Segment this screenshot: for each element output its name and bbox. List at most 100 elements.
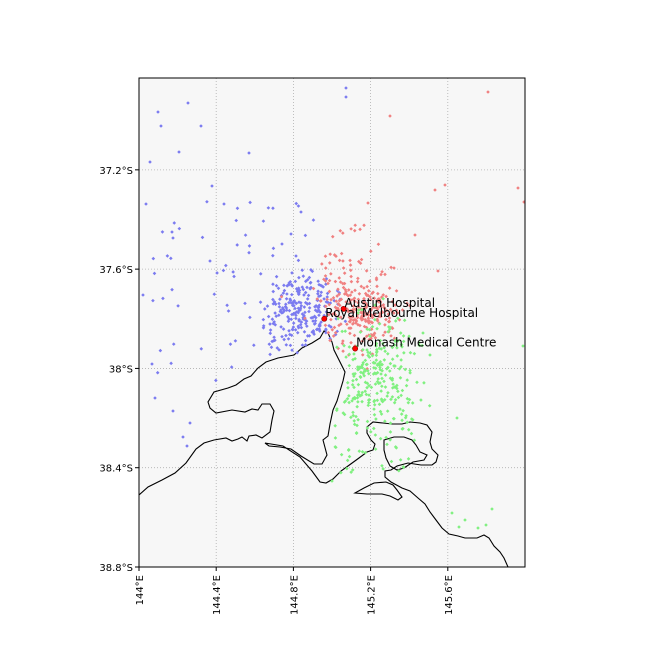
patient-point [399, 412, 404, 416]
patient-point [383, 373, 388, 377]
patient-point [347, 319, 352, 324]
patient-point [235, 206, 240, 211]
patient-point [380, 269, 384, 274]
patient-point [301, 274, 306, 278]
patient-point [397, 468, 401, 473]
patient-point [367, 355, 372, 359]
patient-point [171, 236, 175, 240]
patient-point [372, 407, 376, 411]
patient-point [171, 409, 175, 413]
patient-point [215, 271, 219, 275]
patient-point [278, 297, 282, 302]
patient-point [281, 327, 286, 331]
patient-point [319, 290, 324, 295]
patient-point [185, 444, 189, 448]
patient-point [303, 233, 308, 238]
patient-point [365, 419, 370, 424]
patient-point [369, 385, 374, 390]
patient-point [313, 304, 317, 309]
patient-point [248, 315, 252, 320]
patient-point [364, 392, 369, 397]
patient-point [407, 303, 412, 308]
patient-point [326, 330, 331, 335]
y-tick-label: 38.8°S [99, 563, 133, 574]
patient-point [408, 371, 412, 375]
patient-point [372, 296, 377, 301]
patient-point [378, 381, 382, 385]
patient-point [396, 316, 400, 321]
patient-point [356, 297, 361, 302]
patient-point [169, 361, 173, 366]
patient-point [366, 316, 371, 321]
patient-point [283, 302, 288, 307]
patient-point [413, 233, 417, 237]
patient-point [296, 310, 301, 315]
patient-point [336, 301, 341, 306]
patient-point [332, 253, 337, 257]
patient-point [345, 322, 349, 327]
patient-point [271, 297, 275, 302]
patient-point [317, 329, 322, 333]
patient-point [172, 221, 177, 225]
patient-point [374, 353, 379, 358]
patient-point [347, 345, 352, 349]
patient-point [358, 323, 362, 328]
patient-point [378, 367, 383, 372]
patient-point [356, 367, 361, 371]
patient-point [266, 314, 271, 319]
patient-point [361, 347, 365, 352]
patient-point [406, 457, 411, 461]
patient-point [342, 292, 347, 296]
patient-point [271, 206, 275, 211]
patient-point [261, 219, 266, 223]
map-background [139, 78, 525, 567]
patient-point [323, 274, 328, 278]
patient-point [274, 314, 279, 319]
patient-point [327, 289, 332, 294]
patient-point [383, 385, 388, 389]
patient-point [337, 292, 341, 297]
patient-point [273, 311, 277, 315]
patient-point [331, 334, 336, 338]
patient-point [360, 307, 364, 312]
patient-point [311, 218, 316, 222]
patient-point [352, 385, 356, 390]
patient-point [361, 307, 366, 312]
patient-point [373, 305, 377, 310]
x-tick-label: 144°E [135, 575, 146, 605]
patient-point [300, 285, 305, 289]
patient-point [309, 316, 314, 320]
patient-point [296, 204, 301, 208]
patient-point [304, 319, 309, 323]
patient-point [359, 370, 363, 375]
patient-point [151, 298, 155, 303]
x-tick-label: 145.6°E [444, 575, 455, 615]
patient-point [392, 416, 396, 421]
patient-point [306, 293, 311, 298]
patient-point [335, 307, 339, 311]
patient-point [405, 420, 410, 425]
patient-point [365, 385, 369, 390]
patient-point [199, 347, 204, 351]
patient-point [375, 398, 380, 403]
patient-point [247, 250, 251, 255]
patient-point [181, 435, 185, 439]
patient-point [327, 302, 332, 307]
patient-point [336, 287, 340, 292]
patient-point [328, 336, 332, 341]
patient-point [366, 201, 370, 205]
patient-point [270, 317, 275, 322]
patient-point [368, 351, 372, 355]
patient-point [386, 325, 391, 329]
patient-point [382, 397, 387, 402]
patient-point [408, 350, 413, 355]
patient-point [287, 329, 291, 333]
patient-point [296, 286, 301, 290]
patient-point [258, 300, 263, 304]
patient-point [205, 199, 209, 204]
patient-point [277, 301, 281, 306]
patient-point [379, 272, 383, 277]
patient-point [289, 333, 294, 338]
patient-point [273, 301, 277, 306]
patient-point [372, 403, 377, 407]
